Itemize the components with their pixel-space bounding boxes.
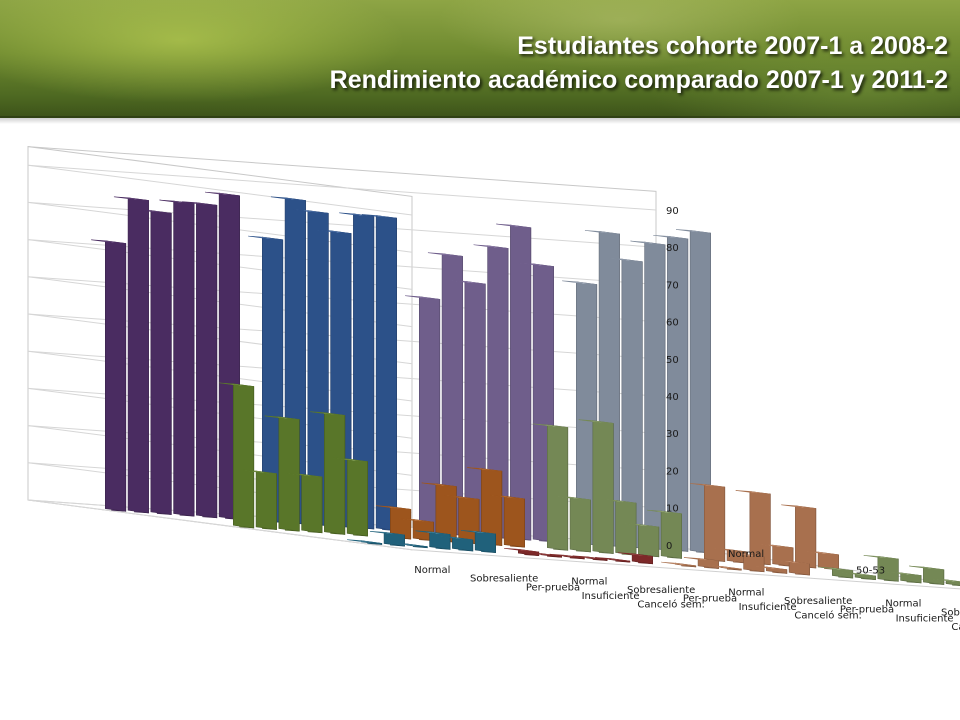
z-tick-label: 20 [666,466,679,477]
bar [909,565,945,585]
bar [630,240,666,551]
category-label: Insuficiente [582,591,640,602]
z-tick-label: 60 [666,318,679,329]
bar [113,196,149,514]
bar [646,509,682,559]
bar [91,239,127,512]
bar [781,504,817,569]
bar [555,495,591,553]
z-tick-label: 90 [666,206,679,217]
z-tick-label: 10 [666,504,679,515]
category-label: Normal [414,565,450,576]
category-label: Insuficiente [739,602,797,613]
bar [361,214,397,531]
chart-bars [91,191,960,587]
bar [182,201,218,519]
bar [653,234,689,552]
bar [339,212,375,530]
bar [460,530,496,553]
bar [332,457,368,537]
depth-axis-label: Normal [728,549,764,560]
bar [136,209,172,515]
gridline-side [27,499,413,551]
category-label: Sobresaliente [784,596,852,607]
bar [496,223,532,541]
category-label: Canceló sem. [794,610,861,622]
bar [159,199,195,517]
bar [293,209,329,527]
bar [347,539,383,545]
header-banner: Estudiantes cohorte 2007-1 a 2008-2 Rend… [0,0,960,124]
category-label: Canceló sem. [637,599,704,611]
bar [467,467,503,546]
gridline-side [27,164,413,216]
bar [729,552,765,573]
bar [803,550,839,570]
bar [219,382,255,529]
bar [287,473,323,534]
bar [241,469,277,530]
chart-labels: 0102030405060708090NormalSobresalientePe… [414,206,960,633]
bar [752,565,788,574]
bar [706,565,742,571]
category-label: Normal [728,588,764,599]
bar [595,557,631,563]
category-label: Per-prueba [526,582,580,593]
category-label: Sobresaliente [470,574,538,585]
bar [264,415,300,532]
category-label: Canceló sem. [951,621,960,633]
z-tick-label: 70 [666,280,679,291]
bar [690,483,726,562]
z-tick-label: 50 [666,355,679,366]
bar [624,523,660,558]
bar [421,482,457,543]
z-tick-label: 40 [666,392,679,403]
bar [840,572,876,581]
category-label: Normal [571,576,607,587]
gridline [27,164,657,211]
bar [886,571,922,584]
bar [473,244,509,539]
bar [392,542,428,549]
bar [549,553,585,560]
bar [931,578,960,587]
bar [405,295,441,535]
bar [601,499,637,556]
bar [735,490,771,566]
bar [369,531,405,547]
z-tick-label: 80 [666,243,679,254]
depth-axis-label: 50-53 [856,566,885,577]
bar [533,423,569,551]
slide-subtitle: Rendimiento académico comparado 2007-1 y… [329,66,948,94]
category-label: Sobresaliente [627,585,695,596]
bar [774,559,810,576]
bar [526,552,562,558]
bar [572,555,608,561]
z-tick-label: 0 [666,541,672,552]
bar [863,555,899,582]
category-label: Per-prueba [683,594,737,605]
bar [661,561,697,568]
category-label: Sobresaliente [941,607,960,618]
bar [675,229,711,554]
category-label: Per-prueba [840,605,894,616]
bar [310,411,346,535]
bar [489,494,525,548]
bar [427,252,463,536]
category-label: Normal [885,599,921,610]
slide-title: Estudiantes cohorte 2007-1 a 2008-2 [517,32,948,60]
bar [578,419,614,554]
bar [617,552,653,565]
bar [438,535,474,552]
category-label: Insuficiente [896,613,954,624]
bar [376,505,412,540]
z-tick-label: 30 [666,429,679,440]
